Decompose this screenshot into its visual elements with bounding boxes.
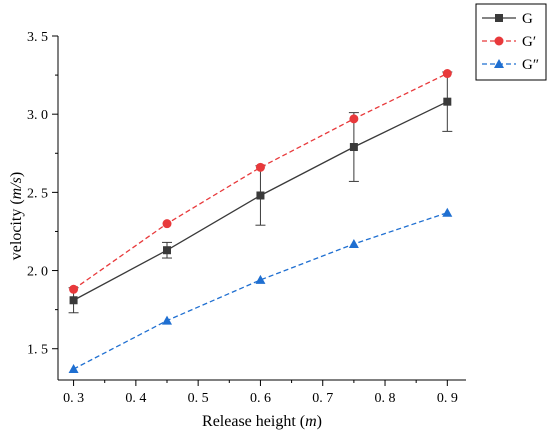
ticks: 1. 5 2. 0 2. 5 3. 0 3. 5 0. 3 0. 4 0. 5 0. 6 0. 7… [27, 30, 458, 406]
x-axis-title: Release height (m) [202, 413, 322, 430]
data-point [349, 143, 358, 152]
y-tick-label: 2. 5 [27, 186, 48, 201]
x-tick-label: 0. 7 [312, 391, 333, 406]
y-axis-title-post: ) [8, 172, 25, 177]
y-tick-label: 3. 0 [27, 108, 48, 123]
y-tick-label: 1. 5 [27, 343, 48, 358]
x-tick-label: 0. 3 [63, 391, 84, 406]
legend-marker [494, 36, 504, 46]
x-tick-label: 0. 6 [250, 391, 271, 406]
data-point [443, 97, 452, 106]
data-point [255, 162, 265, 172]
series-3 [68, 207, 453, 374]
series-layer [68, 69, 453, 374]
legend-label: G [522, 11, 533, 27]
x-tick-label: 0. 4 [125, 391, 146, 406]
legend-box [475, 3, 547, 81]
y-tick-label: 3. 5 [27, 30, 48, 45]
data-point [162, 315, 173, 325]
y-axis-title-pre: velocity ( [8, 199, 25, 260]
x-axis-title-post: ) [317, 413, 322, 430]
data-point [162, 219, 172, 229]
y-axis-title: velocity (m/s) [8, 172, 25, 260]
legend-label: G′ [522, 34, 536, 50]
data-point [68, 364, 79, 374]
x-axis-title-pre: Release height ( [202, 413, 305, 430]
legend-item: G″ [482, 57, 539, 73]
x-tick-label: 0. 8 [375, 391, 396, 406]
series-line [73, 212, 448, 370]
data-point [255, 274, 266, 284]
legend-label: G″ [522, 57, 539, 73]
legend-marker [494, 59, 504, 68]
data-point [256, 191, 265, 200]
legend: G G′ G″ [475, 3, 547, 81]
x-tick-label: 0. 5 [188, 391, 209, 406]
legend-item: G′ [482, 34, 536, 50]
series-line [73, 72, 448, 290]
data-point [69, 284, 79, 294]
data-point [69, 296, 78, 305]
x-tick-label: 0. 9 [437, 391, 458, 406]
legend-item: G [482, 11, 533, 27]
legend-marker [495, 14, 503, 22]
series-2 [69, 69, 452, 294]
y-axis-title-unit: m/s [8, 177, 25, 199]
data-point [348, 238, 359, 248]
x-axis-title-unit: m [305, 413, 317, 430]
axes [57, 36, 466, 381]
y-tick-label: 2. 0 [27, 265, 48, 280]
data-point [442, 207, 453, 217]
data-point [163, 246, 172, 255]
data-point [442, 69, 452, 79]
data-point [349, 114, 359, 124]
